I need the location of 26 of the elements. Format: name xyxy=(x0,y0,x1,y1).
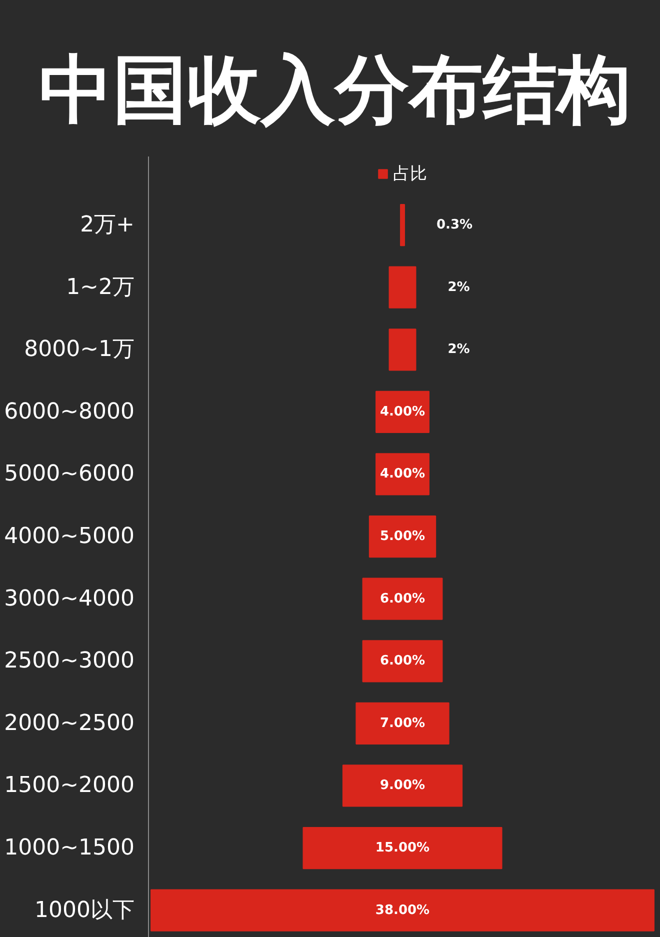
data-label: 5.00% xyxy=(380,529,426,544)
data-label: 6.00% xyxy=(380,654,426,669)
data-label: 2% xyxy=(448,342,470,358)
category-label: 5000~6000 xyxy=(4,462,135,487)
category-label: 1000~1500 xyxy=(4,836,135,861)
text: 中国收入分布结构 xyxy=(39,46,631,135)
category-label: 2500~3000 xyxy=(4,648,135,674)
category-label: 1500~2000 xyxy=(4,773,135,798)
category-label: 6000~8000 xyxy=(4,399,135,424)
data-label: 7.00% xyxy=(380,716,426,731)
data-label: 9.00% xyxy=(380,778,426,794)
category-label: 1~2万 xyxy=(66,274,135,300)
data-label: 4.00% xyxy=(380,404,426,420)
data-label: 15.00% xyxy=(375,840,430,856)
data-label: 38.00% xyxy=(375,902,430,918)
legend-label: 占比 xyxy=(393,163,427,185)
data-label: 6.00% xyxy=(380,591,426,606)
data-label: 0.3% xyxy=(436,218,473,233)
category-label: 8000~1万 xyxy=(24,337,135,362)
data-label: 4.00% xyxy=(380,466,426,482)
category-label: 3000~4000 xyxy=(4,586,135,612)
category-label: 2000~2500 xyxy=(4,710,135,736)
category-label: 1000以下 xyxy=(34,898,135,923)
category-label: 2万+ xyxy=(80,212,135,238)
category-label: 4000~5000 xyxy=(4,524,135,550)
data-label: 2% xyxy=(448,280,470,295)
